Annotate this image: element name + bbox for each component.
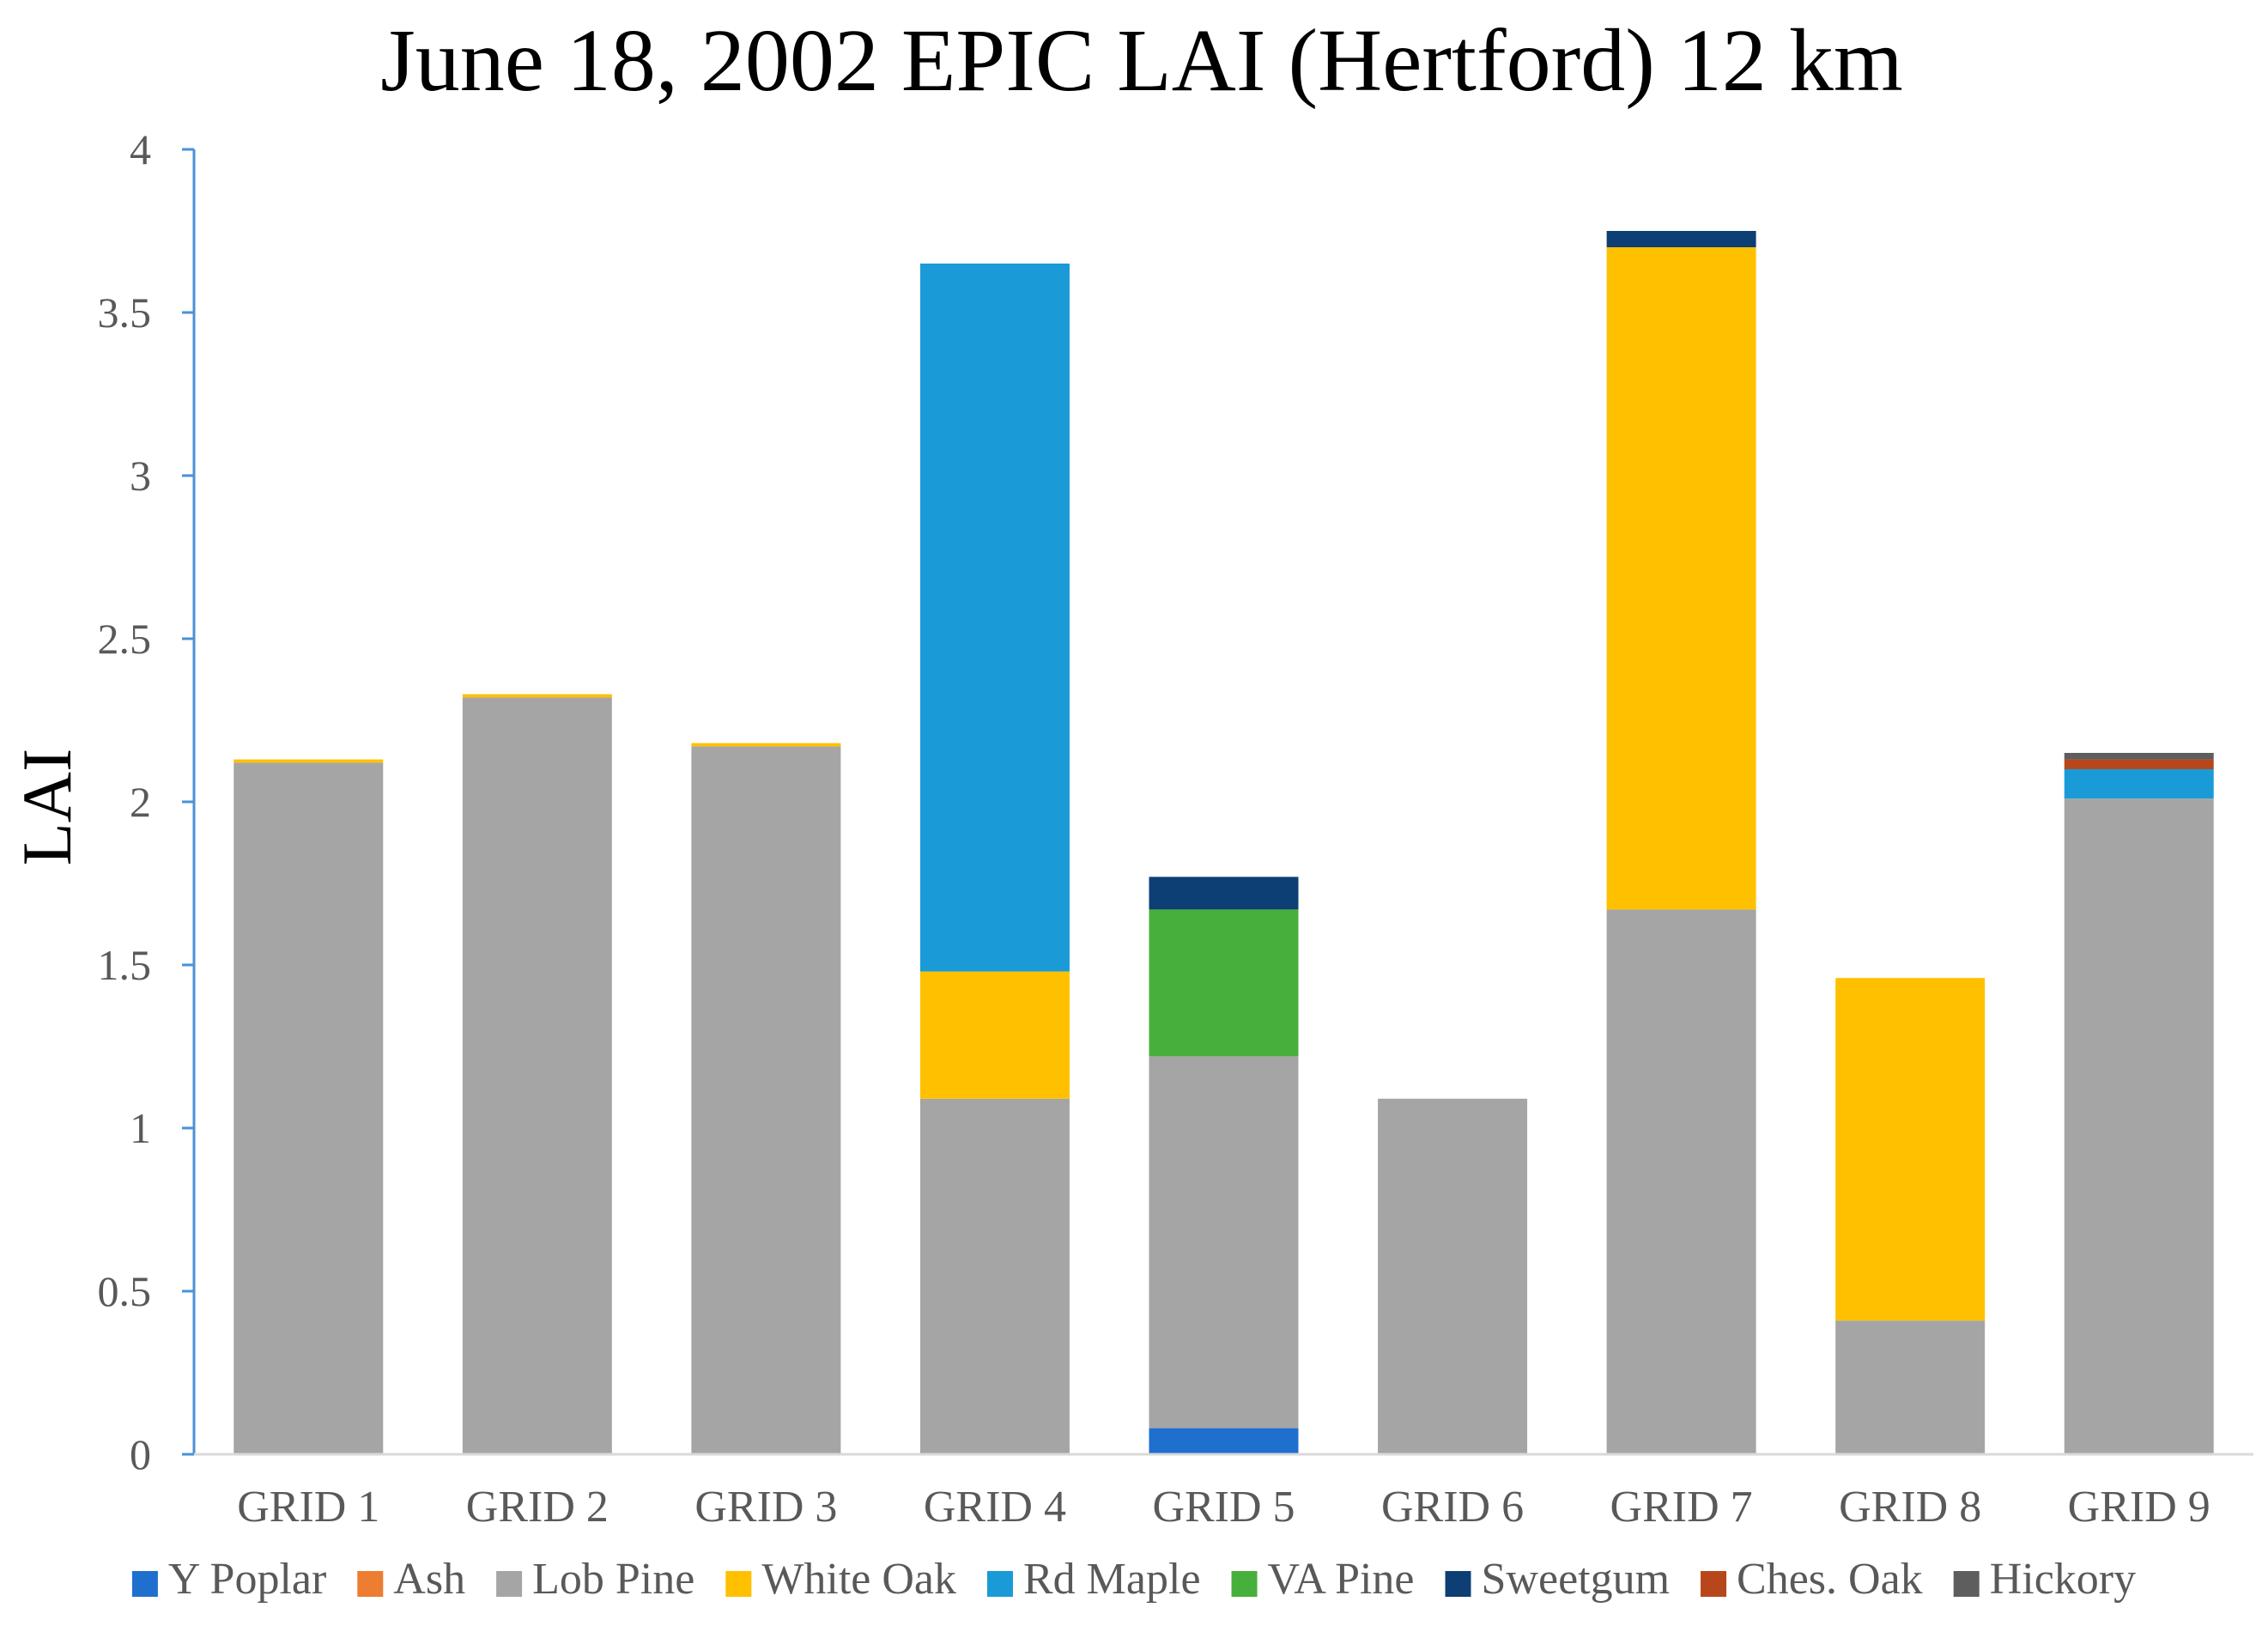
- y-tick-label: 4: [130, 125, 151, 173]
- x-tick-label: GRID 6: [1381, 1483, 1524, 1532]
- y-tick-label: 0.5: [98, 1267, 152, 1315]
- y-tick-label: 0: [130, 1430, 151, 1478]
- bar-segment-rd-maple: [919, 264, 1070, 972]
- legend-swatch: [131, 1571, 158, 1597]
- bar-segment-white-oak: [919, 971, 1070, 1099]
- bar-segment-sweetgum: [1149, 877, 1299, 910]
- x-tick-label: GRID 3: [694, 1483, 837, 1532]
- bar-segment-lob-pine: [233, 762, 384, 1454]
- y-tick-label: 1.5: [98, 941, 152, 989]
- x-tick-label: GRID 4: [924, 1483, 1066, 1532]
- bar-segment-lob-pine: [919, 1098, 1070, 1454]
- legend-label: VA Pine: [1268, 1555, 1415, 1604]
- y-tick-label: 3: [130, 452, 151, 500]
- bar-segment-hickory: [2064, 753, 2214, 760]
- legend-label: Ches. Oak: [1737, 1555, 1923, 1604]
- bar-segment-va-pine: [1149, 909, 1299, 1057]
- legend-swatch: [1953, 1571, 1980, 1597]
- legend-swatch: [496, 1571, 523, 1597]
- bar-segment-lob-pine: [691, 746, 841, 1454]
- x-tick-label: GRID 8: [1839, 1483, 1981, 1532]
- legend-label: Y Poplar: [168, 1555, 326, 1604]
- legend-label: White Oak: [761, 1555, 956, 1604]
- y-tick-label: 1: [130, 1104, 151, 1152]
- bar-segment-lob-pine: [1835, 1320, 1986, 1454]
- x-axis-labels: GRID 1 GRID 2 GRID 3 GRID 4 GRID 5 GRID 6 GRID…: [237, 1483, 2210, 1532]
- x-tick-label: GRID 7: [1610, 1483, 1753, 1532]
- legend-label: Ash: [393, 1555, 465, 1604]
- y-tick-label: 3.5: [98, 288, 152, 337]
- y-tick-label: 2.5: [98, 615, 152, 663]
- bar-segment-white-oak: [1606, 247, 1756, 910]
- bar-segment-y-poplar: [1149, 1428, 1299, 1454]
- legend-swatch: [1231, 1571, 1258, 1597]
- bar-segment-lob-pine: [1606, 909, 1756, 1454]
- bar-segment-lob-pine: [1378, 1098, 1528, 1454]
- x-tick-label: GRID 5: [1152, 1483, 1295, 1532]
- bar-segment-ches-oak: [2064, 759, 2214, 769]
- legend-swatch: [1445, 1571, 1471, 1597]
- legend-swatch: [357, 1571, 384, 1597]
- x-tick-label: GRID 9: [2068, 1483, 2210, 1532]
- legend-swatch: [987, 1571, 1013, 1597]
- x-tick-label: GRID 2: [466, 1483, 609, 1532]
- legend-label: Sweetgum: [1482, 1555, 1671, 1604]
- legend-swatch: [1701, 1571, 1727, 1597]
- x-tick-label: GRID 1: [237, 1483, 379, 1532]
- bar-segment-lob-pine: [462, 697, 612, 1454]
- y-axis-label: LAI: [8, 749, 86, 866]
- chart-title: June 18, 2002 EPIC LAI (Hertford) 12 km: [380, 11, 1902, 110]
- bar-segment-lob-pine: [1149, 1056, 1299, 1429]
- y-axis-ticks: 0 0.5 1 1.5 2 2.5 3 3.5 4: [98, 125, 194, 1478]
- y-tick-label: 2: [130, 778, 151, 826]
- bar-segment-white-oak: [691, 743, 841, 747]
- bar-segment-rd-maple: [2064, 769, 2214, 799]
- bar-segment-white-oak: [1835, 978, 1986, 1321]
- bars-group: [233, 231, 2214, 1454]
- legend-label: Lob Pine: [532, 1555, 694, 1604]
- bar-segment-lob-pine: [2064, 798, 2214, 1454]
- legend-label: Rd Maple: [1023, 1555, 1201, 1604]
- bar-segment-white-oak: [462, 694, 612, 698]
- bar-segment-sweetgum: [1606, 231, 1756, 247]
- legend-label: Hickory: [1990, 1555, 2136, 1604]
- legend-swatch: [725, 1571, 752, 1597]
- bar-segment-white-oak: [233, 759, 384, 763]
- legend: Y Poplar Ash Lob Pine White Oak Rd Maple VA P…: [131, 1555, 2136, 1604]
